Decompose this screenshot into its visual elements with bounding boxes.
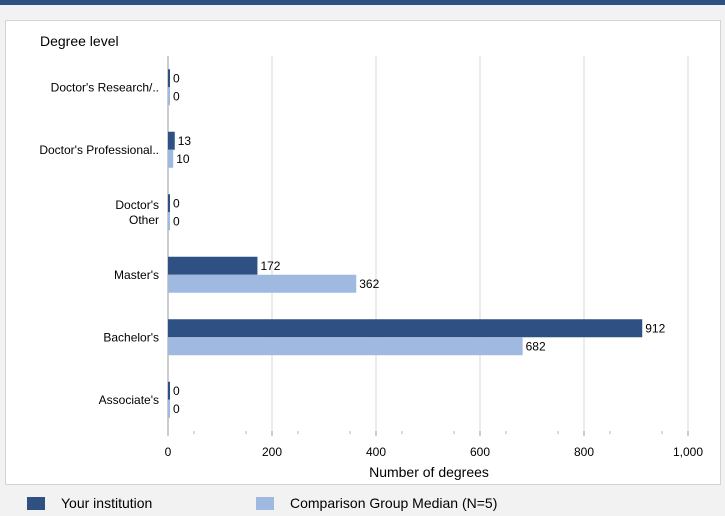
header-rule	[0, 0, 725, 5]
data-label: 362	[359, 277, 379, 291]
x-tick-label: 600	[470, 445, 490, 459]
data-label: 172	[260, 259, 280, 273]
data-label: 912	[645, 321, 665, 335]
chart-title: Degree level	[40, 33, 119, 49]
bar-comparison	[168, 149, 174, 168]
bar-comparison	[168, 399, 170, 418]
data-label: 0	[173, 71, 180, 85]
x-axis-label: Number of degrees	[369, 464, 489, 480]
bar-comparison	[168, 212, 170, 231]
bars: 0 0 13 10 0 0 172 362 912 682 0 0	[168, 69, 666, 418]
bar-institution	[168, 131, 175, 150]
bar-chart: Degree level 0 0 13 10 0 0 172 362 912 682 0 0 Doct…	[39, 33, 703, 480]
legend-label-comparison: Comparison Group Median (N=5)	[290, 495, 498, 511]
category-label: Doctor's Other	[115, 198, 159, 227]
data-label: 0	[173, 89, 180, 103]
data-label: 682	[526, 339, 546, 353]
legend-swatch-institution	[27, 497, 45, 510]
category-label-line: Doctor's	[115, 198, 159, 212]
bar-institution	[168, 69, 170, 88]
data-label: 0	[173, 402, 180, 416]
bar-institution	[168, 256, 258, 275]
x-tick-label: 800	[574, 445, 594, 459]
legend-label-institution: Your institution	[61, 495, 153, 511]
data-label: 13	[178, 134, 192, 148]
x-tick-label: 200	[262, 445, 282, 459]
chart-legend: Your institution Comparison Group Median…	[0, 488, 725, 516]
category-label: Associate's	[99, 393, 159, 407]
x-tick-label: 400	[366, 445, 386, 459]
category-label: Master's	[114, 268, 159, 282]
bar-institution	[168, 381, 170, 400]
data-label: 0	[173, 214, 180, 228]
bar-comparison	[168, 337, 523, 356]
data-label: 0	[173, 384, 180, 398]
bar-comparison	[168, 274, 357, 293]
category-label-line: Other	[129, 213, 159, 227]
bar-comparison	[168, 87, 170, 106]
bar-institution	[168, 194, 170, 213]
x-tick-label: 1,000	[673, 445, 703, 459]
legend-swatch-comparison	[256, 497, 274, 510]
gridlines	[167, 56, 689, 431]
category-label: Doctor's Research/..	[51, 80, 159, 94]
x-axis-ticks: 0 200 400 600 800 1,000	[165, 431, 703, 459]
category-labels: Doctor's Research/.. Doctor's Professiona…	[39, 80, 159, 407]
category-label: Doctor's Professional..	[39, 143, 159, 157]
data-label: 10	[176, 152, 190, 166]
category-label: Bachelor's	[103, 330, 159, 344]
chart-panel: Degree level 0 0 13 10 0 0 172 362 912 682 0 0 Doct…	[5, 20, 721, 485]
data-label: 0	[173, 196, 180, 210]
bar-institution	[168, 319, 643, 338]
x-tick-label: 0	[165, 445, 172, 459]
